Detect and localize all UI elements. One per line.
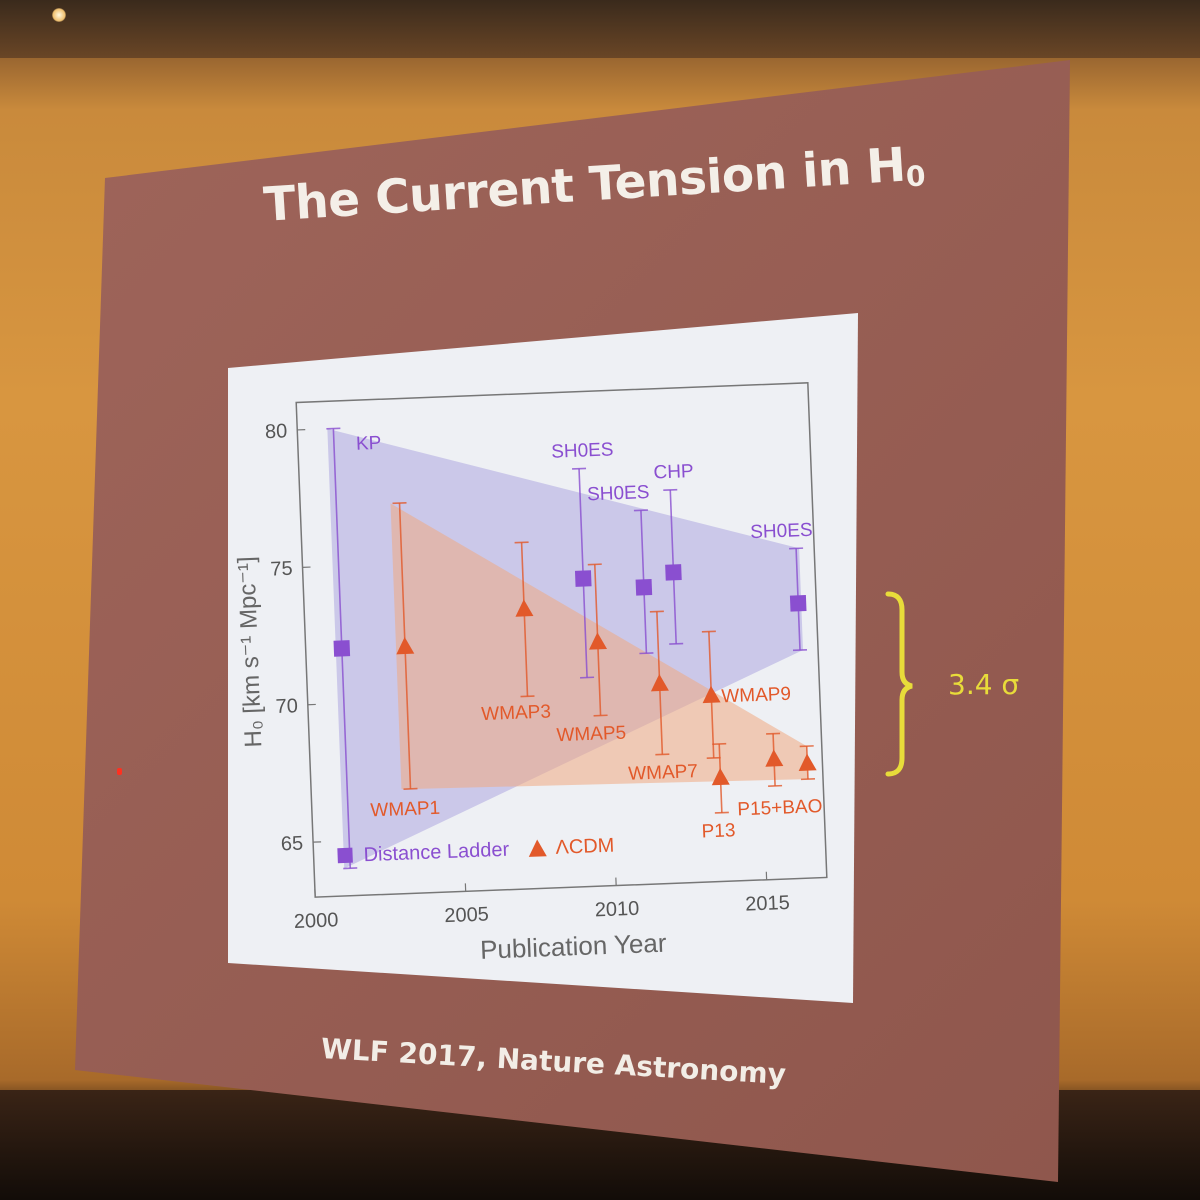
point-label: P13 [701, 820, 736, 842]
y-tick-label: 80 [265, 420, 288, 443]
error-cap [799, 745, 814, 748]
data-point-square [333, 640, 351, 657]
laser-pointer-dot [117, 768, 122, 775]
data-point-triangle [589, 632, 608, 650]
legend-label: Distance Ladder [363, 839, 510, 867]
data-point-triangle [515, 599, 534, 617]
data-point-square [635, 578, 653, 596]
error-cap [714, 811, 729, 814]
x-tick-label: 2015 [745, 892, 790, 916]
data-point-triangle [798, 753, 817, 771]
error-cap [639, 652, 654, 655]
error-cap [580, 676, 595, 679]
x-axis-label: Publication Year [480, 928, 668, 965]
data-point-square [789, 595, 807, 612]
error-cap [800, 778, 815, 781]
error-cap [392, 502, 407, 505]
point-label: CHP [653, 461, 694, 484]
y-tick-label: 65 [280, 833, 303, 856]
error-cap [701, 630, 716, 633]
y-tick-label: 75 [270, 558, 293, 581]
point-label: WMAP5 [556, 723, 626, 747]
error-cap [572, 467, 587, 470]
x-tick-label: 2000 [293, 909, 338, 933]
y-axis-label: H₀ [km s⁻¹ Mpc⁻¹] [233, 556, 267, 748]
error-cap [514, 541, 529, 544]
data-point-triangle [702, 685, 721, 704]
data-point-square [665, 564, 682, 581]
error-cap [669, 642, 684, 645]
data-point-triangle [650, 673, 669, 692]
error-bar [520, 542, 529, 697]
y-tick-label: 70 [275, 695, 298, 718]
point-label: WMAP1 [370, 798, 440, 822]
error-cap [766, 732, 781, 735]
legend-swatch-square [337, 847, 353, 864]
error-cap [520, 695, 535, 698]
error-cap [633, 509, 648, 512]
error-cap [655, 753, 670, 756]
error-cap [706, 756, 721, 760]
error-cap [663, 488, 678, 492]
point-label: SH0ES [587, 482, 650, 505]
error-cap [587, 563, 602, 566]
data-point-triangle [711, 767, 730, 786]
error-cap [649, 610, 664, 613]
error-cap [712, 742, 727, 746]
plot-group: 2000 2005 2010 2015 65 70 75 80 Publication Year… [233, 382, 828, 965]
x-tick-label: 2010 [594, 898, 639, 922]
data-point-triangle [396, 636, 415, 655]
error-cap [326, 427, 341, 430]
sigma-annotation: 3.4 σ [948, 668, 1020, 701]
h0-chart: 2000 2005 2010 2015 65 70 75 80 Publication Year… [233, 382, 828, 965]
error-cap [343, 867, 358, 870]
point-label: WMAP7 [628, 761, 698, 785]
point-label: SH0ES [551, 439, 614, 462]
ceiling-light [52, 8, 66, 22]
data-point-triangle [765, 749, 784, 767]
plot-frame [295, 382, 828, 898]
error-cap [403, 787, 418, 790]
point-label: WMAP3 [481, 701, 551, 725]
ceiling [0, 0, 1200, 58]
point-label: WMAP9 [721, 684, 791, 708]
error-cap [792, 649, 808, 652]
error-cap [768, 784, 783, 787]
point-label: KP [356, 433, 382, 455]
data-point-square [574, 570, 592, 587]
x-tick-label: 2005 [444, 903, 489, 927]
error-cap [789, 547, 804, 550]
point-label: SH0ES [750, 520, 813, 543]
legend-swatch-triangle [528, 839, 547, 857]
error-cap [593, 714, 608, 717]
sigma-bracket [885, 591, 913, 777]
legend-label: ΛCDM [555, 835, 615, 859]
point-label: P15+BAO [737, 796, 823, 820]
